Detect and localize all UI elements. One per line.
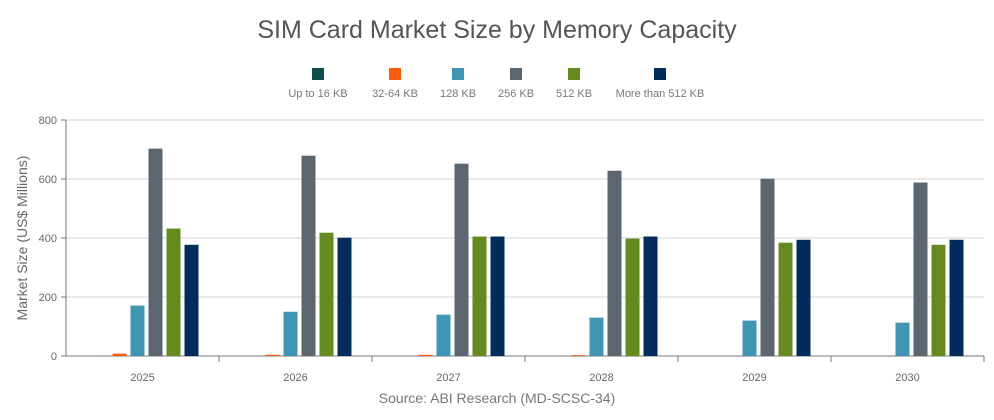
legend-item[interactable]: 128 KB: [398, 68, 518, 100]
x-tick-label: 2029: [742, 372, 766, 384]
legend-label: 256 KB: [497, 88, 535, 100]
legend-swatch: [452, 68, 464, 80]
bar-32-64-kb-2026: [265, 354, 280, 356]
bar-32-64-kb-2028: [571, 355, 586, 356]
x-tick-label: 2025: [130, 372, 154, 384]
bar-32-64-kb-2027: [418, 354, 433, 356]
y-tick-label: 200: [39, 292, 57, 304]
legend-label: 512 KB: [555, 88, 593, 100]
legend-item[interactable]: 512 KB: [514, 68, 634, 100]
bar-512-kb-2028: [625, 238, 640, 356]
bar-512-kb-2029: [778, 242, 793, 356]
x-tick-label: 2027: [436, 372, 460, 384]
bar-more-than-512-kb-2027: [490, 236, 505, 356]
legend-item[interactable]: Up to 16 KB: [258, 68, 378, 100]
chart-title: SIM Card Market Size by Memory Capacity: [257, 16, 737, 44]
y-tick-label: 0: [51, 351, 57, 363]
bar-more-than-512-kb-2029: [796, 239, 811, 356]
legend-item[interactable]: 32-64 KB: [335, 68, 455, 100]
bar-128-kb-2025: [130, 305, 145, 356]
legend-swatch: [312, 68, 324, 80]
x-tick-label: 2026: [283, 372, 307, 384]
x-tick-label: 2030: [895, 372, 919, 384]
bar-more-than-512-kb-2030: [949, 239, 964, 356]
legend-swatch: [510, 68, 522, 80]
bar-256-kb-2030: [913, 182, 928, 356]
bar-256-kb-2025: [148, 148, 163, 356]
legend-item[interactable]: 256 KB: [456, 68, 576, 100]
bar-512-kb-2027: [472, 236, 487, 356]
bar-256-kb-2029: [760, 178, 775, 356]
legend-item[interactable]: More than 512 KB: [600, 68, 720, 100]
bar-512-kb-2025: [166, 228, 181, 356]
y-tick-label: 800: [39, 115, 57, 127]
y-axis-label: Market Size (US$ Millions): [14, 156, 30, 321]
bar-256-kb-2026: [301, 155, 316, 356]
y-tick-label: 600: [39, 174, 57, 186]
y-tick-label: 400: [39, 233, 57, 245]
bar-128-kb-2026: [283, 311, 298, 356]
source-note: Source: ABI Research (MD-SCSC-34): [378, 390, 616, 406]
bar-32-64-kb-2025: [112, 353, 127, 356]
legend-swatch: [568, 68, 580, 80]
bar-128-kb-2028: [589, 317, 604, 356]
bar-256-kb-2028: [607, 170, 622, 356]
legend-label: 32-64 KB: [372, 88, 418, 100]
legend-swatch: [654, 68, 666, 80]
bar-more-than-512-kb-2025: [184, 244, 199, 356]
bar-more-than-512-kb-2028: [643, 236, 658, 356]
bar-512-kb-2026: [319, 232, 334, 356]
bar-more-than-512-kb-2026: [337, 237, 352, 356]
legend-label: 128 KB: [439, 88, 477, 100]
bar-128-kb-2027: [436, 314, 451, 356]
bar-128-kb-2030: [895, 322, 910, 356]
legend-swatch: [389, 68, 401, 80]
bar-512-kb-2030: [931, 244, 946, 356]
bar-256-kb-2027: [454, 163, 469, 356]
legend-label: Up to 16 KB: [288, 88, 348, 100]
bar-128-kb-2029: [742, 320, 757, 356]
x-tick-label: 2028: [589, 372, 613, 384]
legend-label: More than 512 KB: [615, 88, 705, 100]
